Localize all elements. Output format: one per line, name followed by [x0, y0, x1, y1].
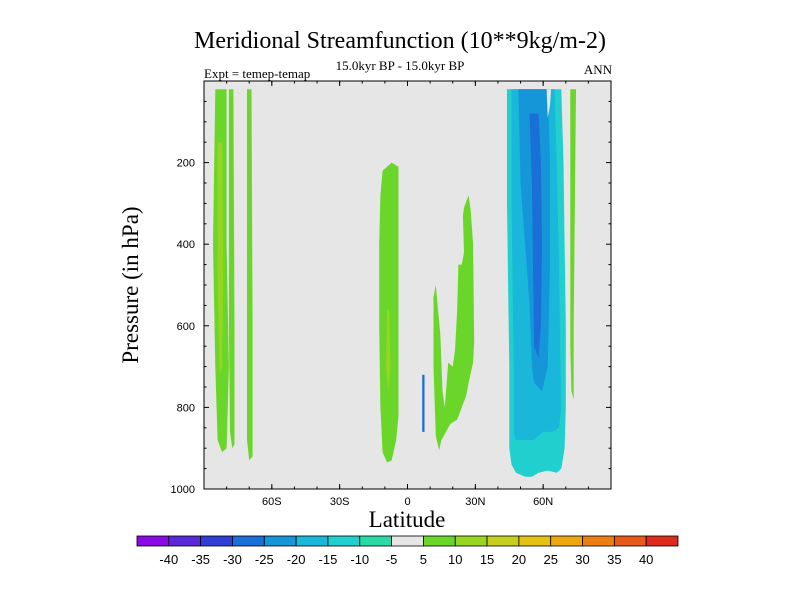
chart-subtitle: 15.0kyr BP - 15.0kyr BP — [335, 58, 465, 73]
colorbar-label: -20 — [287, 552, 306, 567]
chart-title: Meridional Streamfunction (10**9kg/m-2) — [194, 28, 606, 54]
colorbar-swatch — [613, 535, 647, 547]
colorbar-swatch — [232, 535, 265, 547]
x-axis-title: Latitude — [369, 507, 446, 532]
colorbar-swatch — [263, 535, 297, 547]
contour-region-nh-polar-band — [570, 89, 576, 400]
colorbar-swatch — [200, 535, 233, 547]
colorbar-swatch — [168, 535, 202, 547]
colorbar-label: -5 — [386, 552, 398, 567]
x-tick-label: 60S — [262, 496, 282, 508]
colorbar-label: -10 — [350, 552, 369, 567]
y-tick-label: 600 — [177, 321, 195, 333]
colorbar-swatch — [295, 535, 329, 547]
colorbar-swatch — [550, 535, 583, 547]
colorbar-label: 35 — [607, 552, 621, 567]
contour-region-sh-polar-band-2 — [228, 89, 235, 449]
colorbar-label: 5 — [420, 552, 427, 567]
contour-region-tropical-core — [386, 309, 391, 392]
colorbar-label: 25 — [543, 552, 557, 567]
x-tick-label: 30S — [330, 496, 350, 508]
colorbar-swatch — [359, 535, 392, 547]
contour-region-nh-midlat-gap — [546, 89, 552, 118]
colorbar-label: -15 — [319, 552, 338, 567]
colorbar-swatch — [454, 535, 488, 547]
colorbar-label: 40 — [639, 552, 653, 567]
x-axis: 60S 30S 0 30N 60N — [226, 81, 589, 508]
season-label: ANN — [583, 62, 612, 77]
contour-region-sh-polar-core — [217, 142, 224, 375]
colorbar-swatch — [391, 535, 424, 547]
contour-region-tropical-dip — [422, 374, 425, 432]
colorbar-swatch — [136, 535, 170, 547]
colorbar-label: -30 — [223, 552, 242, 567]
colorbar-label: 15 — [480, 552, 494, 567]
colorbar-swatch — [518, 535, 552, 547]
y-tick-label: 1000 — [171, 484, 195, 496]
colorbar-label: 10 — [448, 552, 462, 567]
contour-region-nh-subtropical-cell — [433, 195, 475, 451]
colorbar-label: 30 — [575, 552, 589, 567]
colorbar-swatch — [645, 535, 679, 547]
colorbar-label: -40 — [159, 552, 178, 567]
colorbar-swatch — [327, 535, 361, 547]
x-tick-label: 30N — [465, 496, 485, 508]
contour-region-sh-polar-band-3 — [247, 89, 253, 461]
x-tick-label: 0 — [404, 496, 410, 508]
y-axis-title: Pressure (in hPa) — [118, 206, 143, 363]
colorbar-swatch — [423, 535, 456, 547]
y-tick-label: 200 — [177, 158, 195, 170]
y-axis: 200 400 600 800 1000 — [171, 100, 611, 496]
colorbar-swatch — [486, 535, 520, 547]
contour-regions — [213, 89, 576, 477]
colorbar: -40 -35 -30 -25 -20 -15 -10 -5 5 10 15 20 25 30 35 40 — [136, 535, 679, 567]
colorbar-swatch — [582, 535, 615, 547]
y-tick-label: 400 — [177, 239, 195, 251]
experiment-label: Expt = temep-temap — [204, 66, 311, 81]
colorbar-label: 20 — [512, 552, 526, 567]
contour-region-nh-midlat-core — [529, 113, 542, 359]
y-tick-label: 800 — [177, 402, 195, 414]
x-tick-label: 60N — [533, 496, 553, 508]
colorbar-label: -35 — [191, 552, 210, 567]
colorbar-label: -25 — [255, 552, 274, 567]
